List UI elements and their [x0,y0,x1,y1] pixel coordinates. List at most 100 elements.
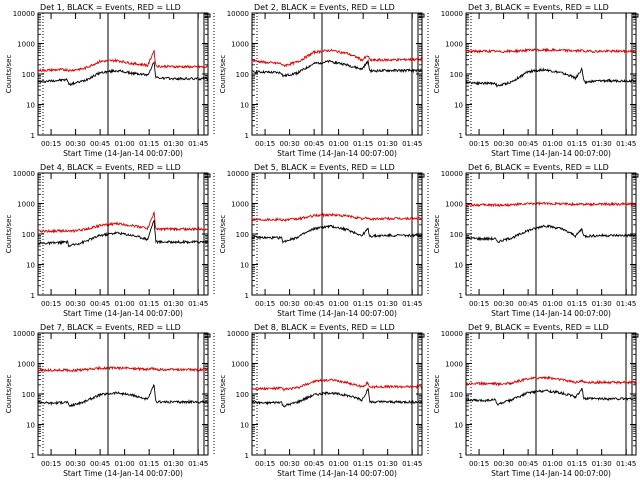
series-line-lld [37,49,209,73]
y-tick-label: 100 [450,71,463,79]
y-tick-label: 10000 [13,170,35,178]
y-axis-label: Counts/sec [219,55,227,94]
panel-title: Det 6, BLACK = Events, RED = LLD [468,163,609,172]
x-tick-label: 00:45 [304,140,324,148]
y-tick-label: 10 [454,422,463,430]
y-tick-label: 10 [454,262,463,270]
y-tick-label: 10000 [441,10,463,18]
x-tick-label: 01:30 [164,300,184,308]
y-tick-label: 10000 [13,330,35,338]
y-tick-label: 1000 [231,41,249,49]
x-tick-label: 00:15 [41,140,61,148]
x-tick-label: 00:30 [494,300,514,308]
marker-bracket [632,333,639,338]
x-tick-label: 00:15 [469,300,489,308]
x-tick-label: 01:00 [115,140,135,148]
series-line-lld [251,378,423,392]
x-tick-label: 00:15 [255,300,275,308]
plot-frame [251,12,423,136]
series-line-events [465,224,637,243]
x-tick-label: 00:30 [280,140,300,148]
x-axis-label: Start Time (14-Jan-14 00:07:00) [491,469,611,478]
x-tick-label: 01:45 [616,460,636,468]
y-tick-label: 10000 [227,10,249,18]
x-axis-label: Start Time (14-Jan-14 00:07:00) [491,309,611,318]
x-axis-label: Start Time (14-Jan-14 00:07:00) [491,149,611,158]
x-tick-label: 00:30 [66,140,86,148]
y-tick-label: 10000 [13,10,35,18]
x-tick-label: 01:30 [378,460,398,468]
x-tick-label: 01:45 [188,140,208,148]
y-axis-label: Counts/sec [5,55,13,94]
marker-bracket [418,333,425,338]
marker-bracket [418,13,425,18]
panel-title: Det 1, BLACK = Events, RED = LLD [40,3,181,12]
detector-panel-5: Det 5, BLACK = Events, RED = LLD 1 10 100 10… [219,163,429,318]
y-tick-label: 100 [236,71,249,79]
x-tick-label: 01:45 [402,140,422,148]
x-tick-label: 01:30 [378,300,398,308]
panel-title: Det 4, BLACK = Events, RED = LLD [40,163,181,172]
y-tick-label: 1000 [445,361,463,369]
x-tick-label: 01:00 [543,140,563,148]
x-tick-label: 00:45 [90,140,110,148]
y-tick-label: 1 [31,132,35,140]
series-line-events [251,59,423,78]
y-tick-label: 10000 [227,170,249,178]
series-line-events [251,224,423,244]
y-axis-label: Counts/sec [433,55,441,94]
marker-bracket [204,13,211,18]
marker-bracket [204,173,211,178]
x-tick-label: 01:30 [378,140,398,148]
x-tick-label: 01:00 [329,460,349,468]
y-axis-label: Counts/sec [219,375,227,414]
series-line-lld [465,201,637,208]
y-tick-label: 100 [236,231,249,239]
y-tick-label: 10 [240,102,249,110]
x-tick-label: 00:30 [494,140,514,148]
detector-panel-6: Det 6, BLACK = Events, RED = LLD 1 10 100 10… [433,163,639,318]
detector-panel-4: Det 4, BLACK = Events, RED = LLD 1 10 100 10… [5,163,215,318]
y-axis-label: Counts/sec [433,375,441,414]
series-line-lld [37,210,209,234]
x-tick-label: 01:15 [139,140,159,148]
x-tick-label: 00:45 [304,460,324,468]
series-line-lld [251,212,423,222]
x-axis-label: Start Time (14-Jan-14 00:07:00) [63,469,183,478]
x-tick-label: 01:15 [567,140,587,148]
x-tick-label: 00:45 [518,300,538,308]
x-tick-label: 00:30 [66,300,86,308]
y-tick-label: 100 [22,71,35,79]
x-tick-label: 01:15 [139,460,159,468]
marker-bracket [204,333,211,338]
x-tick-label: 01:45 [402,460,422,468]
panel-title: Det 3, BLACK = Events, RED = LLD [468,3,609,12]
x-tick-label: 01:45 [402,300,422,308]
x-tick-label: 00:45 [518,460,538,468]
marker-bracket [632,13,639,18]
y-tick-label: 1 [31,292,35,300]
x-tick-label: 01:15 [353,140,373,148]
x-tick-label: 01:30 [164,460,184,468]
x-tick-label: 01:00 [329,140,349,148]
x-tick-label: 00:15 [469,140,489,148]
y-tick-label: 10 [240,422,249,430]
y-tick-label: 10 [26,422,35,430]
detector-panel-7: Det 7, BLACK = Events, RED = LLD 1 10 100 10… [5,323,215,478]
y-tick-label: 10000 [441,330,463,338]
series-line-lld [251,48,423,68]
x-tick-label: 00:30 [494,460,514,468]
plot-frame [251,172,423,296]
y-axis-label: Counts/sec [5,215,13,254]
y-axis-label: Counts/sec [5,375,13,414]
x-axis-label: Start Time (14-Jan-14 00:07:00) [63,149,183,158]
y-tick-label: 10 [26,262,35,270]
x-tick-label: 01:15 [139,300,159,308]
y-tick-label: 1000 [231,201,249,209]
x-axis-label: Start Time (14-Jan-14 00:07:00) [63,309,183,318]
y-tick-label: 100 [450,391,463,399]
y-tick-label: 1000 [17,361,35,369]
series-line-events [251,388,423,408]
x-tick-label: 01:45 [188,300,208,308]
plot-frame [465,332,637,456]
